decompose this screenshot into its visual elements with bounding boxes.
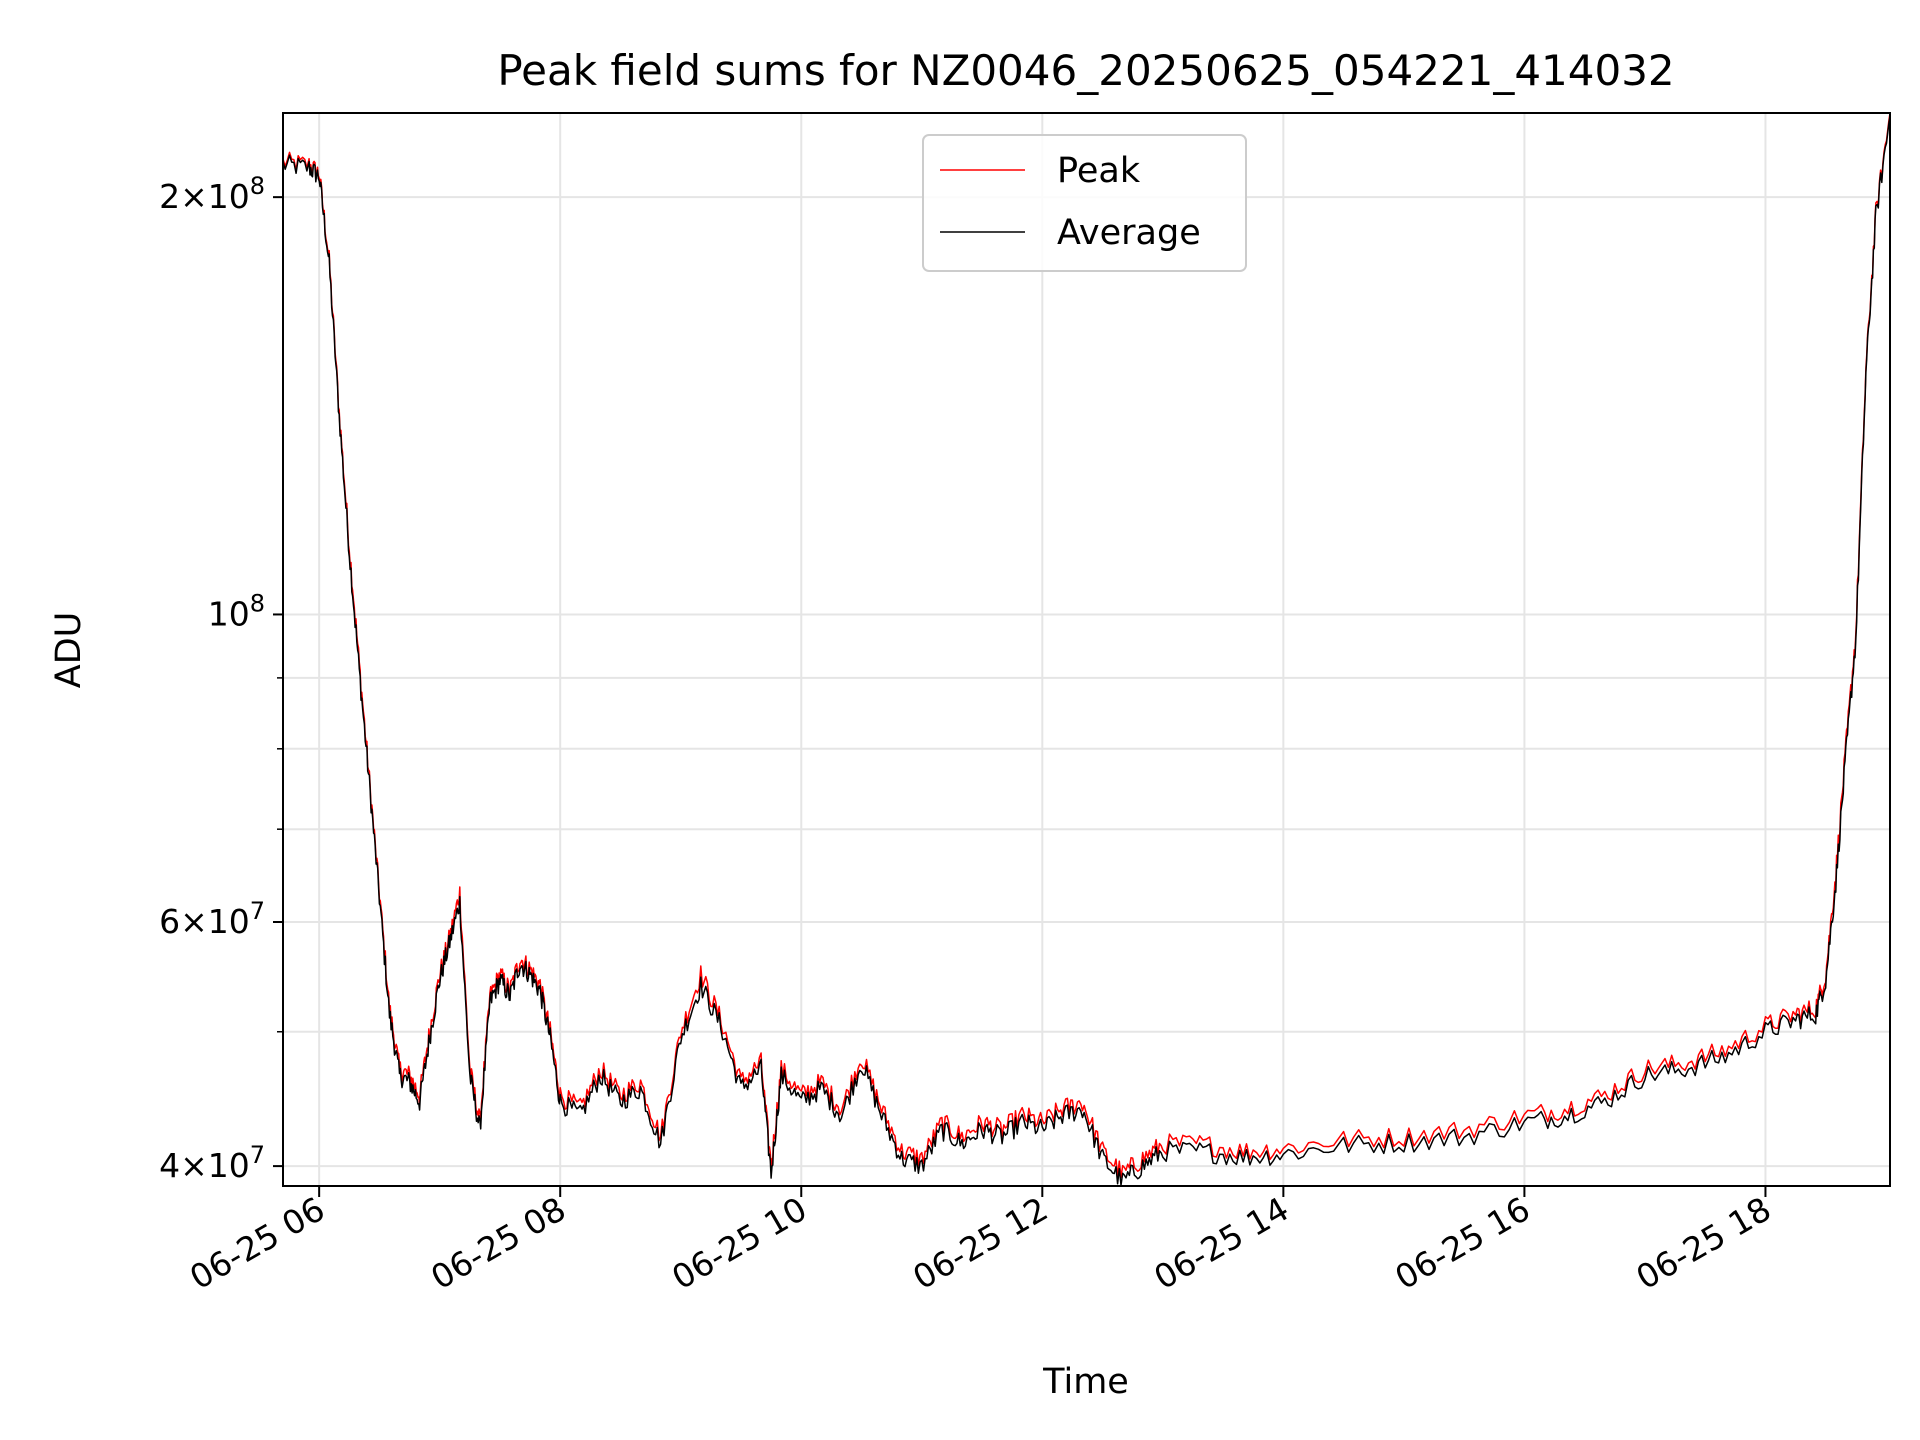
y-tick-exponent: 8 [250, 589, 265, 617]
y-tick-times: × [180, 902, 208, 941]
y-tick-base: 4 [159, 1146, 180, 1185]
plot-frame [282, 112, 1891, 1187]
y-axis-label: ADU [49, 612, 89, 689]
legend-box [922, 134, 1247, 272]
y-tick-power-base: 10 [208, 177, 250, 216]
y-tick-label: 108 [208, 589, 265, 633]
y-tick-base: 2 [159, 177, 180, 216]
series-line-peak [283, 113, 1890, 1179]
series-layer [283, 113, 1890, 1186]
y-tick-power-base: 10 [208, 902, 250, 941]
y-tick-times: × [180, 1146, 208, 1185]
y-tick-exponent: 8 [250, 172, 265, 200]
y-tick-power-base: 10 [208, 594, 250, 633]
legend: Peak Average [922, 134, 1247, 272]
y-tick-times: × [180, 177, 208, 216]
legend-label-peak: Peak [1057, 151, 1141, 191]
y-tick-base: 6 [159, 902, 180, 941]
x-axis-label: Time [1042, 1362, 1129, 1402]
chart-title: Peak field sums for NZ0046_20250625_0542… [497, 46, 1674, 95]
y-tick-label: 4×107 [159, 1141, 265, 1185]
y-tick-exponent: 7 [250, 1141, 265, 1169]
y-tick-label: 2×108 [159, 172, 265, 216]
legend-label-average: Average [1057, 213, 1201, 253]
y-tick-exponent: 7 [250, 897, 265, 925]
y-tick-label: 6×107 [159, 897, 265, 941]
series-line-average [283, 115, 1890, 1186]
y-tick-power-base: 10 [208, 1146, 250, 1185]
